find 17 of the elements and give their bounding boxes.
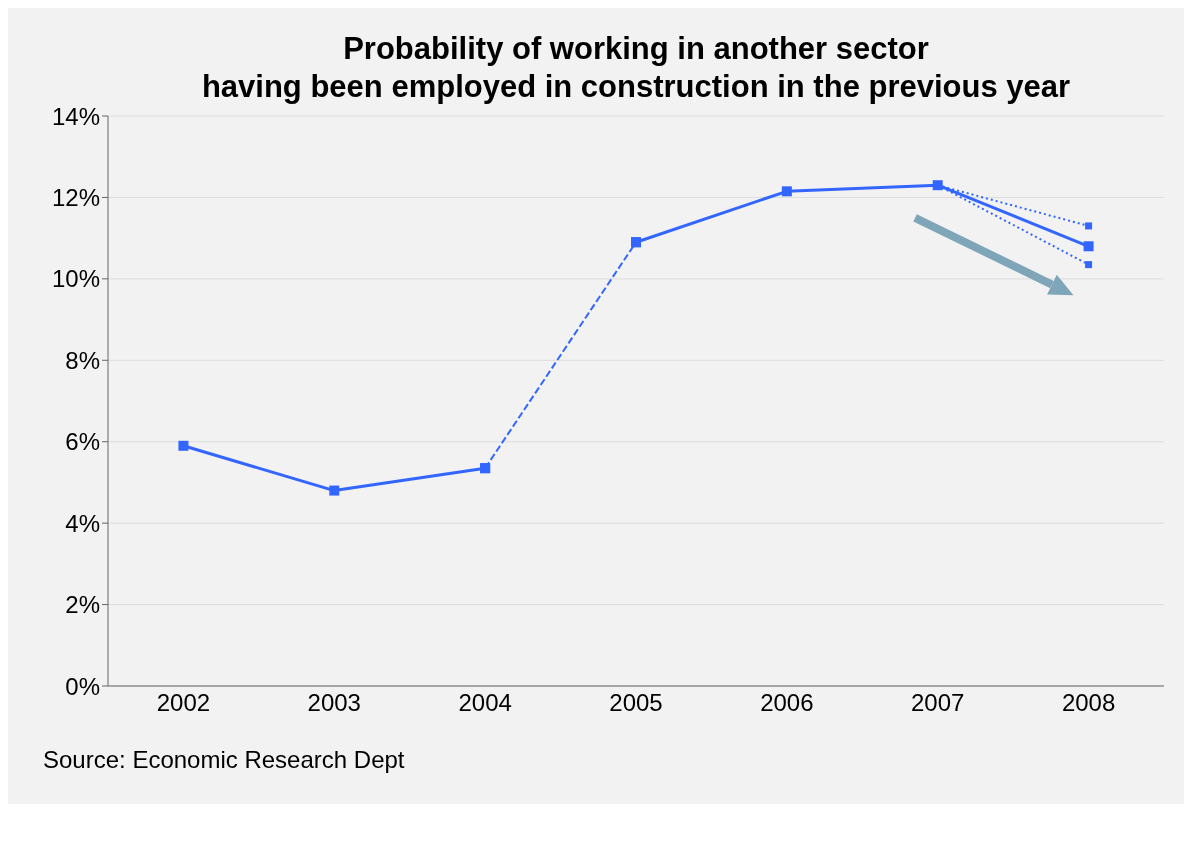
- y-tick-label: 0%: [65, 672, 100, 700]
- x-tick-label: 2008: [1061, 689, 1116, 717]
- x-tick-label: 2005: [609, 689, 663, 717]
- y-tick-label: 12%: [51, 183, 100, 211]
- x-tick-label: 2006: [760, 689, 814, 717]
- y-tick-label: 14%: [51, 102, 100, 130]
- x-tick-label: 2004: [458, 689, 512, 717]
- source-note: Source: Economic Research Dept: [42, 746, 406, 774]
- x-tick-label: 2003: [307, 689, 361, 717]
- y-tick-label: 4%: [65, 509, 100, 537]
- x-tick-label: 2002: [156, 689, 211, 717]
- y-tick-label: 10%: [51, 265, 100, 293]
- y-tick-label: 8%: [65, 346, 100, 374]
- chart-title: Probability of working in another sector having been employed in construction in the previous year: [201, 31, 1071, 104]
- y-tick-label: 6%: [65, 428, 100, 456]
- y-tick-label: 2%: [65, 591, 100, 619]
- x-tick-label: 2007: [911, 689, 965, 717]
